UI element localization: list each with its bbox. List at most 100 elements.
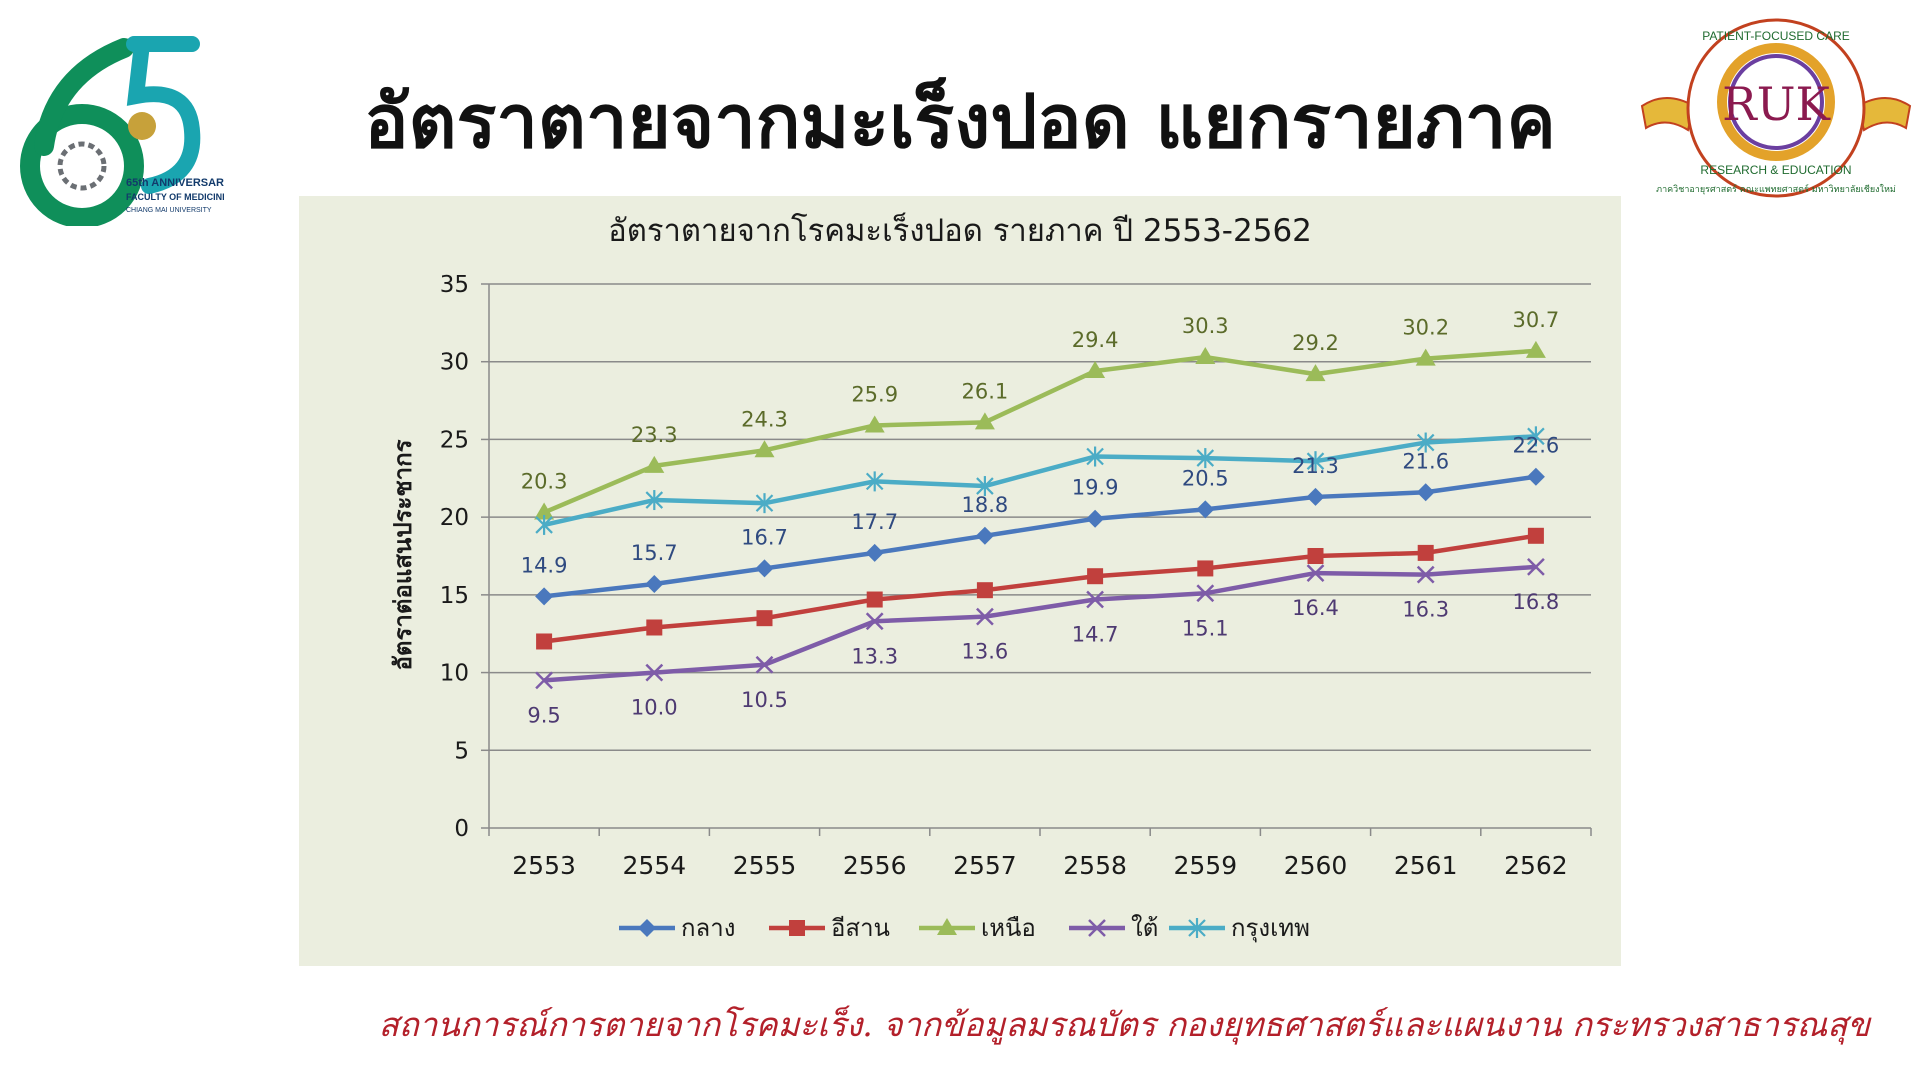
data-point	[1526, 467, 1545, 486]
seal-bottom-text: ภาควิชาอายุรศาสตร์ คณะแพทยศาสตร์ มหาวิทย…	[1656, 183, 1896, 195]
data-point	[755, 493, 774, 514]
data-label: 13.6	[962, 640, 1009, 664]
marker-stroke	[755, 655, 774, 674]
data-point	[1416, 483, 1435, 502]
x-tick-label: 2555	[733, 851, 797, 880]
legend-item-1: กลาง	[619, 914, 735, 942]
data-label: 20.5	[1182, 466, 1229, 490]
y-tick-label: 35	[440, 272, 469, 298]
data-label: 9.5	[527, 703, 560, 727]
data-point	[534, 502, 555, 520]
marker-stroke	[865, 612, 884, 631]
data-point	[1305, 364, 1326, 382]
x-tick-label: 2559	[1173, 851, 1237, 880]
legend-item-3: เหนือ	[919, 914, 1036, 942]
data-point	[1197, 560, 1214, 577]
data-point	[535, 587, 554, 606]
data-point	[1087, 568, 1104, 585]
x-tick-label: 2562	[1504, 851, 1568, 880]
data-point	[755, 655, 774, 674]
series-4	[535, 557, 1545, 690]
data-point	[755, 559, 774, 578]
data-label: 22.6	[1513, 434, 1560, 458]
data-label: 15.7	[631, 541, 678, 565]
data-point	[1416, 432, 1435, 453]
ruk-seal-logo: RUK PATIENT-FOCUSED CARE RESEARCH & EDUC…	[1640, 18, 1912, 198]
x-tick-label: 2557	[953, 851, 1017, 880]
seal-top-text: PATIENT-FOCUSED CARE	[1702, 29, 1850, 43]
data-label: 18.8	[962, 493, 1009, 517]
data-point	[866, 591, 883, 608]
series-line	[543, 434, 1537, 528]
logo-faculty-text: FACULTY OF MEDICINE	[126, 192, 224, 202]
data-labels: 14.9 15.7 16.7 17.7 18.8 19.9 20.5 21.3 21.6 22.6…	[521, 308, 1560, 728]
data-point	[535, 671, 553, 690]
data-point	[1196, 500, 1215, 519]
data-point	[1416, 565, 1435, 584]
data-label: 23.3	[631, 423, 678, 447]
x-tick-label: 2556	[843, 851, 907, 880]
marker-stroke	[1086, 590, 1104, 609]
series-line	[543, 348, 1537, 515]
data-label: 16.7	[741, 525, 788, 549]
data-label: 29.2	[1292, 331, 1339, 355]
legend-label: กรุงเทพ	[1231, 914, 1310, 943]
legend-marker	[937, 918, 957, 935]
data-point	[864, 415, 885, 433]
legend-label: เหนือ	[981, 914, 1036, 942]
legend-label: ใต้	[1131, 914, 1158, 942]
data-label: 10.5	[741, 688, 788, 712]
data-point	[976, 607, 994, 626]
data-point	[976, 476, 994, 497]
data-label: 21.3	[1292, 454, 1339, 478]
marker-stroke	[535, 671, 553, 690]
x-tick-label: 2554	[622, 851, 686, 880]
legend: กลาง อีสาน เหนือ ใต้ กรุงเทพ	[619, 914, 1310, 943]
series-2	[536, 527, 1544, 650]
marker-stroke	[1527, 557, 1545, 576]
data-point	[1525, 340, 1546, 358]
legend-marker	[1188, 918, 1206, 938]
data-label: 14.9	[521, 553, 568, 577]
seal-ribbon-left	[1640, 97, 1696, 132]
data-label: 16.4	[1292, 596, 1339, 620]
x-tick-label: 2553	[512, 851, 576, 880]
data-label: 25.9	[851, 382, 898, 406]
marker-stroke	[1196, 584, 1215, 603]
marker-stroke	[1416, 565, 1435, 584]
data-label: 24.3	[741, 407, 788, 431]
y-tick-label: 5	[454, 738, 469, 764]
data-point	[1306, 564, 1325, 582]
data-point	[536, 633, 553, 650]
logo-gear-icon	[57, 141, 107, 191]
x-tick-label: 2560	[1284, 851, 1348, 880]
data-point	[535, 514, 553, 535]
data-point	[645, 490, 664, 511]
data-point	[1085, 361, 1106, 379]
data-point	[974, 412, 995, 430]
seal-ribbon-right	[1856, 97, 1912, 132]
data-point	[645, 574, 664, 593]
series-line	[543, 474, 1537, 599]
series-line	[543, 564, 1537, 683]
data-label: 16.3	[1402, 598, 1449, 622]
data-point	[1306, 487, 1325, 506]
legend-item-2: อีสาน	[769, 914, 890, 942]
y-tick-label: 15	[440, 583, 469, 609]
data-point	[1306, 451, 1325, 472]
anniversary-65-logo: 65th ANNIVERSARY FACULTY OF MEDICINE CHI…	[20, 36, 224, 226]
data-label: 30.3	[1182, 314, 1229, 338]
legend-marker	[638, 919, 656, 937]
logo-university-text: CHIANG MAI UNIVERSITY	[126, 207, 212, 214]
data-point	[1086, 590, 1104, 609]
data-point	[1195, 347, 1216, 365]
data-label: 17.7	[851, 510, 898, 534]
data-point	[645, 663, 664, 682]
data-point	[865, 612, 884, 631]
x-tick-label: 2561	[1394, 851, 1458, 880]
data-label: 30.7	[1513, 308, 1560, 332]
data-label: 16.8	[1513, 590, 1560, 614]
seal-middle-text: RESEARCH & EDUCATION	[1700, 163, 1851, 177]
series-1	[535, 467, 1545, 606]
seal-gold-ring	[1717, 43, 1835, 161]
